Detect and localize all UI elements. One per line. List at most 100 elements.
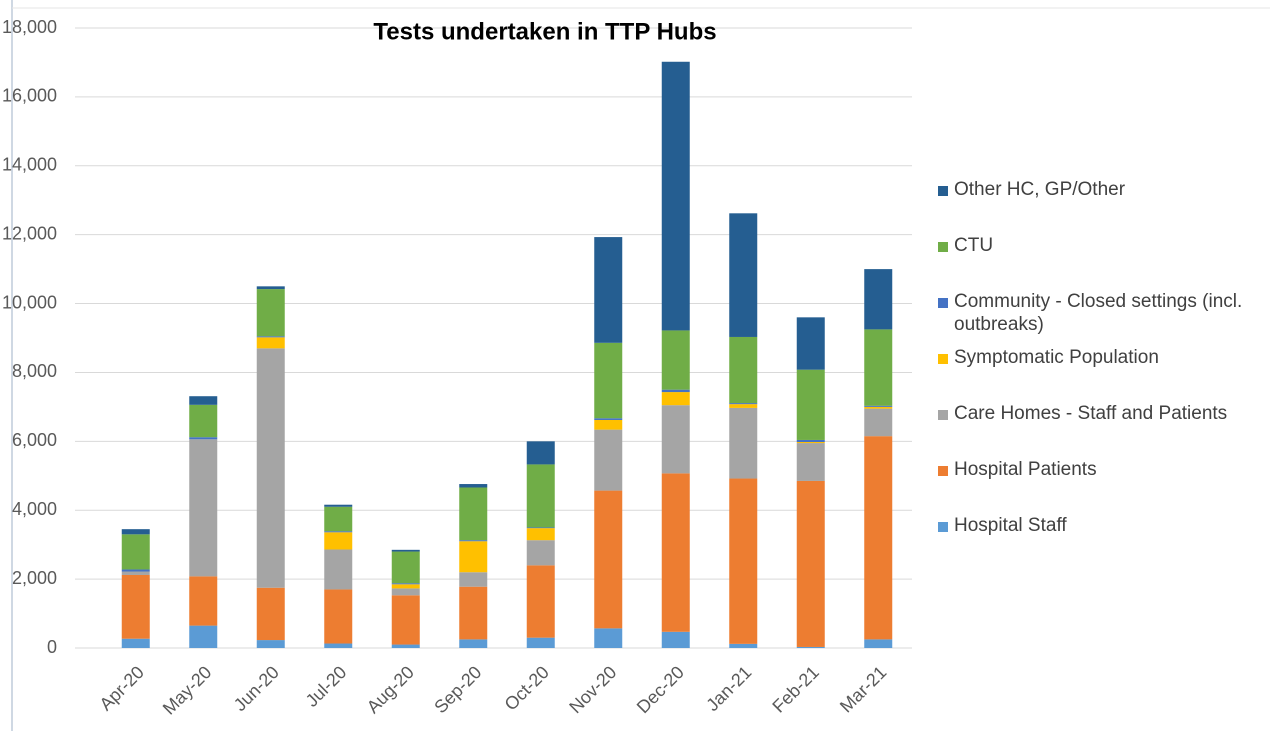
bar-segment [729, 403, 758, 405]
bar-segment [661, 473, 690, 632]
y-tick-label: 18,000 [2, 17, 57, 37]
bar-segment [324, 504, 353, 507]
x-tick-label: Aug-20 [363, 662, 418, 717]
bar-segment [121, 638, 150, 648]
bar-segment [594, 418, 623, 420]
bar-segment [256, 336, 285, 338]
legend-item: Symptomatic Population [938, 346, 1270, 402]
bar-segment [189, 437, 218, 440]
bar-segment [459, 572, 488, 587]
y-tick-label: 10,000 [2, 292, 57, 312]
x-tick-label: Sep-20 [430, 662, 485, 717]
bar-segment [324, 549, 353, 590]
legend-label: Hospital Staff [954, 515, 1067, 536]
legend-item: Hospital Patients [938, 458, 1270, 514]
bar-segment [729, 213, 758, 337]
bar-segment [729, 404, 758, 408]
bar-segment [391, 644, 420, 648]
bar-segment [526, 565, 555, 638]
bar-segment [661, 392, 690, 406]
legend-swatch [938, 410, 948, 420]
bar-segment [796, 369, 825, 440]
bar-segment [391, 588, 420, 596]
legend-label: Hospital Patients [954, 459, 1097, 480]
bar-segment [324, 589, 353, 644]
x-tick-label: May-20 [159, 662, 216, 719]
bar-segment [594, 342, 623, 419]
x-tick-label: Apr-20 [96, 662, 148, 714]
legend-label: Symptomatic Population [954, 347, 1159, 368]
legend-swatch [938, 186, 948, 196]
bar-segment [661, 61, 690, 331]
bar-segment [256, 348, 285, 588]
bar-segment [526, 528, 555, 541]
bar-segment [324, 531, 353, 533]
legend-swatch [938, 522, 948, 532]
x-tick-label: Dec-20 [633, 662, 688, 717]
bar-segment [189, 576, 218, 626]
bar-segment [729, 336, 758, 404]
bar-segment [526, 540, 555, 566]
y-tick-label: 0 [47, 637, 57, 657]
bar-segment [594, 237, 623, 343]
bar-segment [459, 487, 488, 541]
bar-segment [189, 625, 218, 648]
bar-segment [121, 534, 150, 570]
x-tick-label: Jun-20 [230, 662, 283, 715]
chart-title: Tests undertaken in TTP Hubs [373, 18, 716, 45]
y-tick-label: 12,000 [2, 223, 57, 243]
bar-segment [864, 436, 893, 640]
x-tick-label: Nov-20 [565, 662, 620, 717]
bar-segment [864, 408, 893, 437]
y-tick-label: 16,000 [2, 86, 57, 106]
bar-segment [864, 329, 893, 406]
bar-segment [661, 405, 690, 474]
bar-segment [256, 587, 285, 641]
bar-segment [864, 269, 893, 330]
bar-segment [796, 480, 825, 647]
bar-segment [121, 529, 150, 535]
x-tick-label: Feb-21 [768, 662, 822, 716]
bar-segment [796, 317, 825, 370]
bar-segment [661, 631, 690, 648]
bar-segment [189, 404, 218, 438]
bar-segment [594, 419, 623, 430]
bar-segment [729, 407, 758, 479]
bar-segment [324, 643, 353, 648]
bar-segment [526, 637, 555, 648]
bar-segment [864, 405, 893, 407]
x-tick-label: Jul-20 [302, 662, 351, 711]
bar-segment [594, 429, 623, 491]
bar-segment [594, 490, 623, 629]
bar-segment [459, 540, 488, 542]
bar-segment [661, 330, 690, 390]
bar-segment [526, 527, 555, 529]
bar-segment [526, 464, 555, 528]
bar-segment [256, 286, 285, 290]
bar-segment [796, 442, 825, 444]
bar-segment [391, 583, 420, 585]
bar-segment [391, 584, 420, 589]
bar-segment [459, 484, 488, 488]
bar-segment [391, 595, 420, 645]
legend-swatch [938, 466, 948, 476]
bar-segment [121, 574, 150, 639]
bar-segment [864, 639, 893, 648]
y-tick-label: 2,000 [12, 568, 57, 588]
legend-item: CTU [938, 234, 1270, 290]
bar-segment [729, 643, 758, 648]
bar-segment [661, 389, 690, 393]
y-tick-label: 14,000 [2, 155, 57, 175]
bar-segment [459, 639, 488, 648]
bar-segment [796, 439, 825, 443]
bar-segment [796, 443, 825, 481]
bar-segment [594, 628, 623, 648]
legend-item: Care Homes - Staff and Patients [938, 402, 1270, 458]
bar-segment [256, 337, 285, 349]
bar-segment [324, 532, 353, 550]
bar-segment [729, 478, 758, 644]
legend-item: Community - Closed settings (incl. outbr… [938, 290, 1270, 346]
bar-segment [459, 586, 488, 640]
